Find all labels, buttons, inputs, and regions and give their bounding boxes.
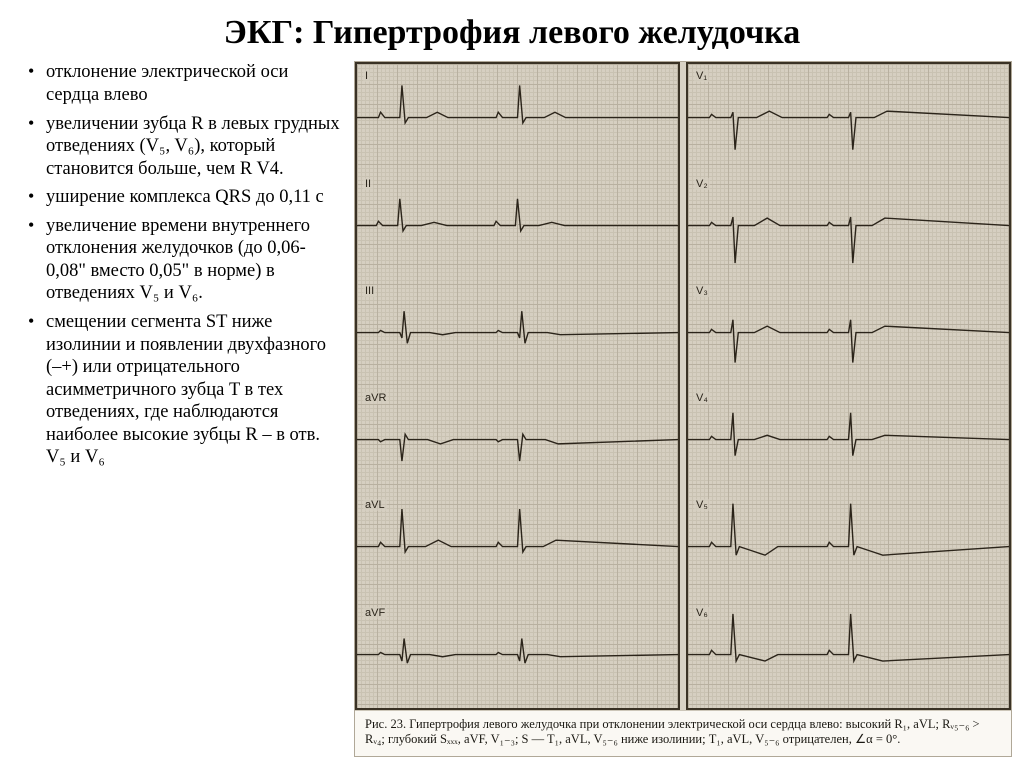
ecg-panel-limb: I II III aVR	[355, 62, 680, 709]
ecg-trace	[357, 601, 678, 708]
ecg-trace	[688, 172, 1009, 279]
bullet-item: увеличение времени внутреннего отклонени…	[24, 215, 344, 305]
content-row: отклонение электрической оси сердца влев…	[0, 61, 1024, 767]
bullet-item: смещении сегмента ST ниже изолинии и поя…	[24, 311, 344, 469]
ecg-trace	[688, 601, 1009, 708]
ecg-trace	[688, 64, 1009, 171]
bullet-item: увеличении зубца R в левых грудных отвед…	[24, 113, 344, 181]
ecg-figure: I II III aVR	[354, 61, 1012, 757]
bullet-list: отклонение электрической оси сердца влев…	[24, 61, 344, 469]
ecg-trace	[688, 386, 1009, 493]
slide-title: ЭКГ: Гипертрофия левого желудочка	[0, 0, 1024, 61]
ecg-trace	[357, 64, 678, 171]
figure-column: I II III aVR	[354, 61, 1012, 757]
slide: ЭКГ: Гипертрофия левого желудочка отклон…	[0, 0, 1024, 767]
bullet-item: уширение комплекса QRS до 0,11 с	[24, 186, 344, 209]
ecg-trace	[357, 279, 678, 386]
ecg-strips: I II III aVR	[355, 62, 1011, 709]
ecg-trace	[688, 279, 1009, 386]
ecg-trace	[357, 172, 678, 279]
ecg-trace	[357, 386, 678, 493]
ecg-trace	[688, 493, 1009, 600]
bullet-item: отклонение электрической оси сердца влев…	[24, 61, 344, 106]
ecg-trace	[357, 493, 678, 600]
ecg-panel-precordial: V₁ V₂ V₃ V₄	[686, 62, 1011, 709]
figure-caption: Рис. 23. Гипертрофия левого желудочка пр…	[355, 710, 1011, 756]
bullet-column: отклонение электрической оси сердца влев…	[24, 61, 344, 757]
